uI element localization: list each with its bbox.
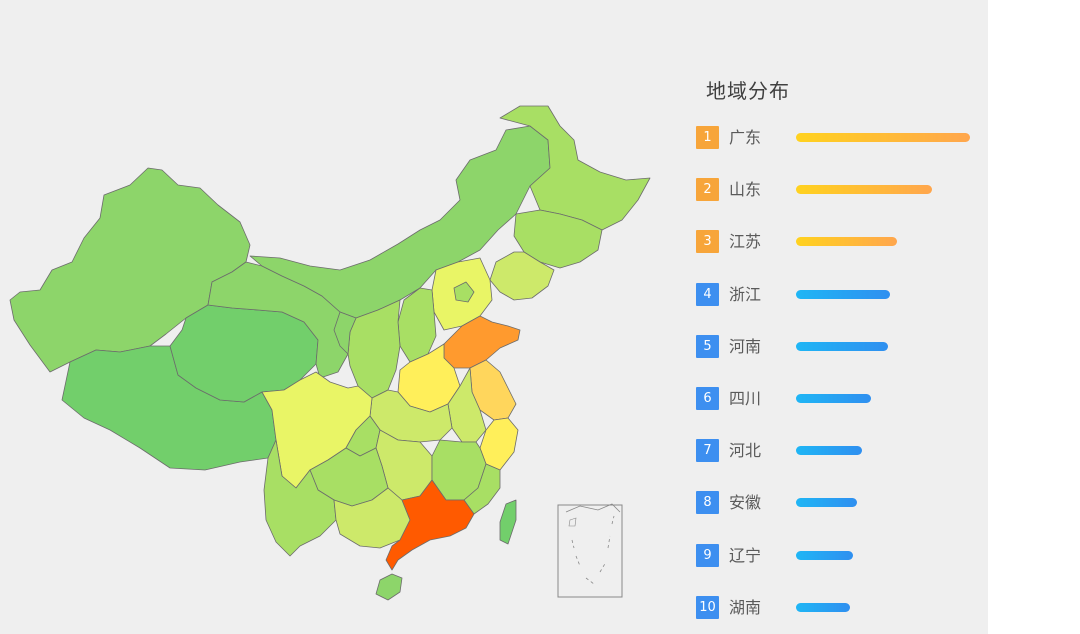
rank-region-name: 山东	[729, 180, 762, 200]
rank-badge: 2	[696, 178, 719, 202]
china-map	[9, 105, 651, 601]
rank-bar	[796, 446, 862, 456]
rank-region-name: 河南	[729, 336, 762, 356]
ranking-row: 8 安徽	[696, 491, 986, 515]
rank-bar	[796, 185, 932, 195]
rank-region-name: 广东	[729, 128, 762, 147]
ranking-row: 5 河南	[696, 334, 986, 359]
region-beijing[interactable]	[453, 281, 475, 303]
rank-badge: 4	[696, 282, 719, 306]
rank-bar	[796, 289, 890, 299]
region-anhui[interactable]	[447, 367, 487, 443]
rank-bar	[796, 133, 970, 142]
rank-badge: 7	[696, 439, 719, 463]
ranking-row: 6 四川	[696, 387, 986, 411]
region-jilin[interactable]	[513, 209, 603, 269]
ranking-row: 2 山东	[696, 178, 986, 202]
rank-badge: 6	[696, 387, 719, 410]
rank-region-name: 安徽	[729, 493, 762, 513]
ranking-row: 4 浙江	[696, 282, 986, 307]
region-shanxi[interactable]	[397, 287, 437, 363]
region-taiwan[interactable]	[499, 499, 517, 545]
rank-badge: 3	[696, 230, 719, 254]
rank-badge: 10	[696, 595, 719, 619]
rank-region-name: 江苏	[729, 232, 762, 252]
rank-bar	[796, 341, 888, 351]
rank-bar	[796, 550, 853, 560]
region-liaoning[interactable]	[489, 251, 555, 301]
rank-bar	[796, 498, 857, 508]
rank-bar	[796, 237, 897, 247]
region-fujian[interactable]	[463, 463, 501, 515]
region-guangdong[interactable]	[385, 479, 475, 571]
region-hainan[interactable]	[375, 573, 403, 601]
rank-badge: 1	[696, 126, 719, 149]
rank-bar	[796, 394, 871, 403]
ranking-title: 地域分布	[706, 79, 790, 103]
rank-badge: 8	[696, 491, 719, 515]
ranking-row: 10 湖南	[696, 595, 986, 620]
rank-region-name: 辽宁	[729, 545, 762, 565]
ranking-row: 9 辽宁	[696, 543, 986, 568]
rank-region-name: 湖南	[729, 597, 762, 617]
region-heilongjiang[interactable]	[499, 105, 651, 231]
south-china-sea-inset	[557, 503, 623, 598]
rank-badge: 9	[696, 543, 719, 567]
rank-region-name: 四川	[729, 389, 762, 408]
region-ningxia[interactable]	[333, 311, 357, 355]
rank-bar	[796, 602, 850, 612]
rank-badge: 5	[696, 334, 719, 358]
page-margin	[988, 0, 1080, 634]
ranking-row: 7 河北	[696, 439, 986, 463]
ranking-row: 1 广东	[696, 126, 986, 150]
rank-region-name: 河北	[729, 441, 762, 461]
ranking-row: 3 江苏	[696, 230, 986, 254]
rank-region-name: 浙江	[729, 284, 762, 304]
